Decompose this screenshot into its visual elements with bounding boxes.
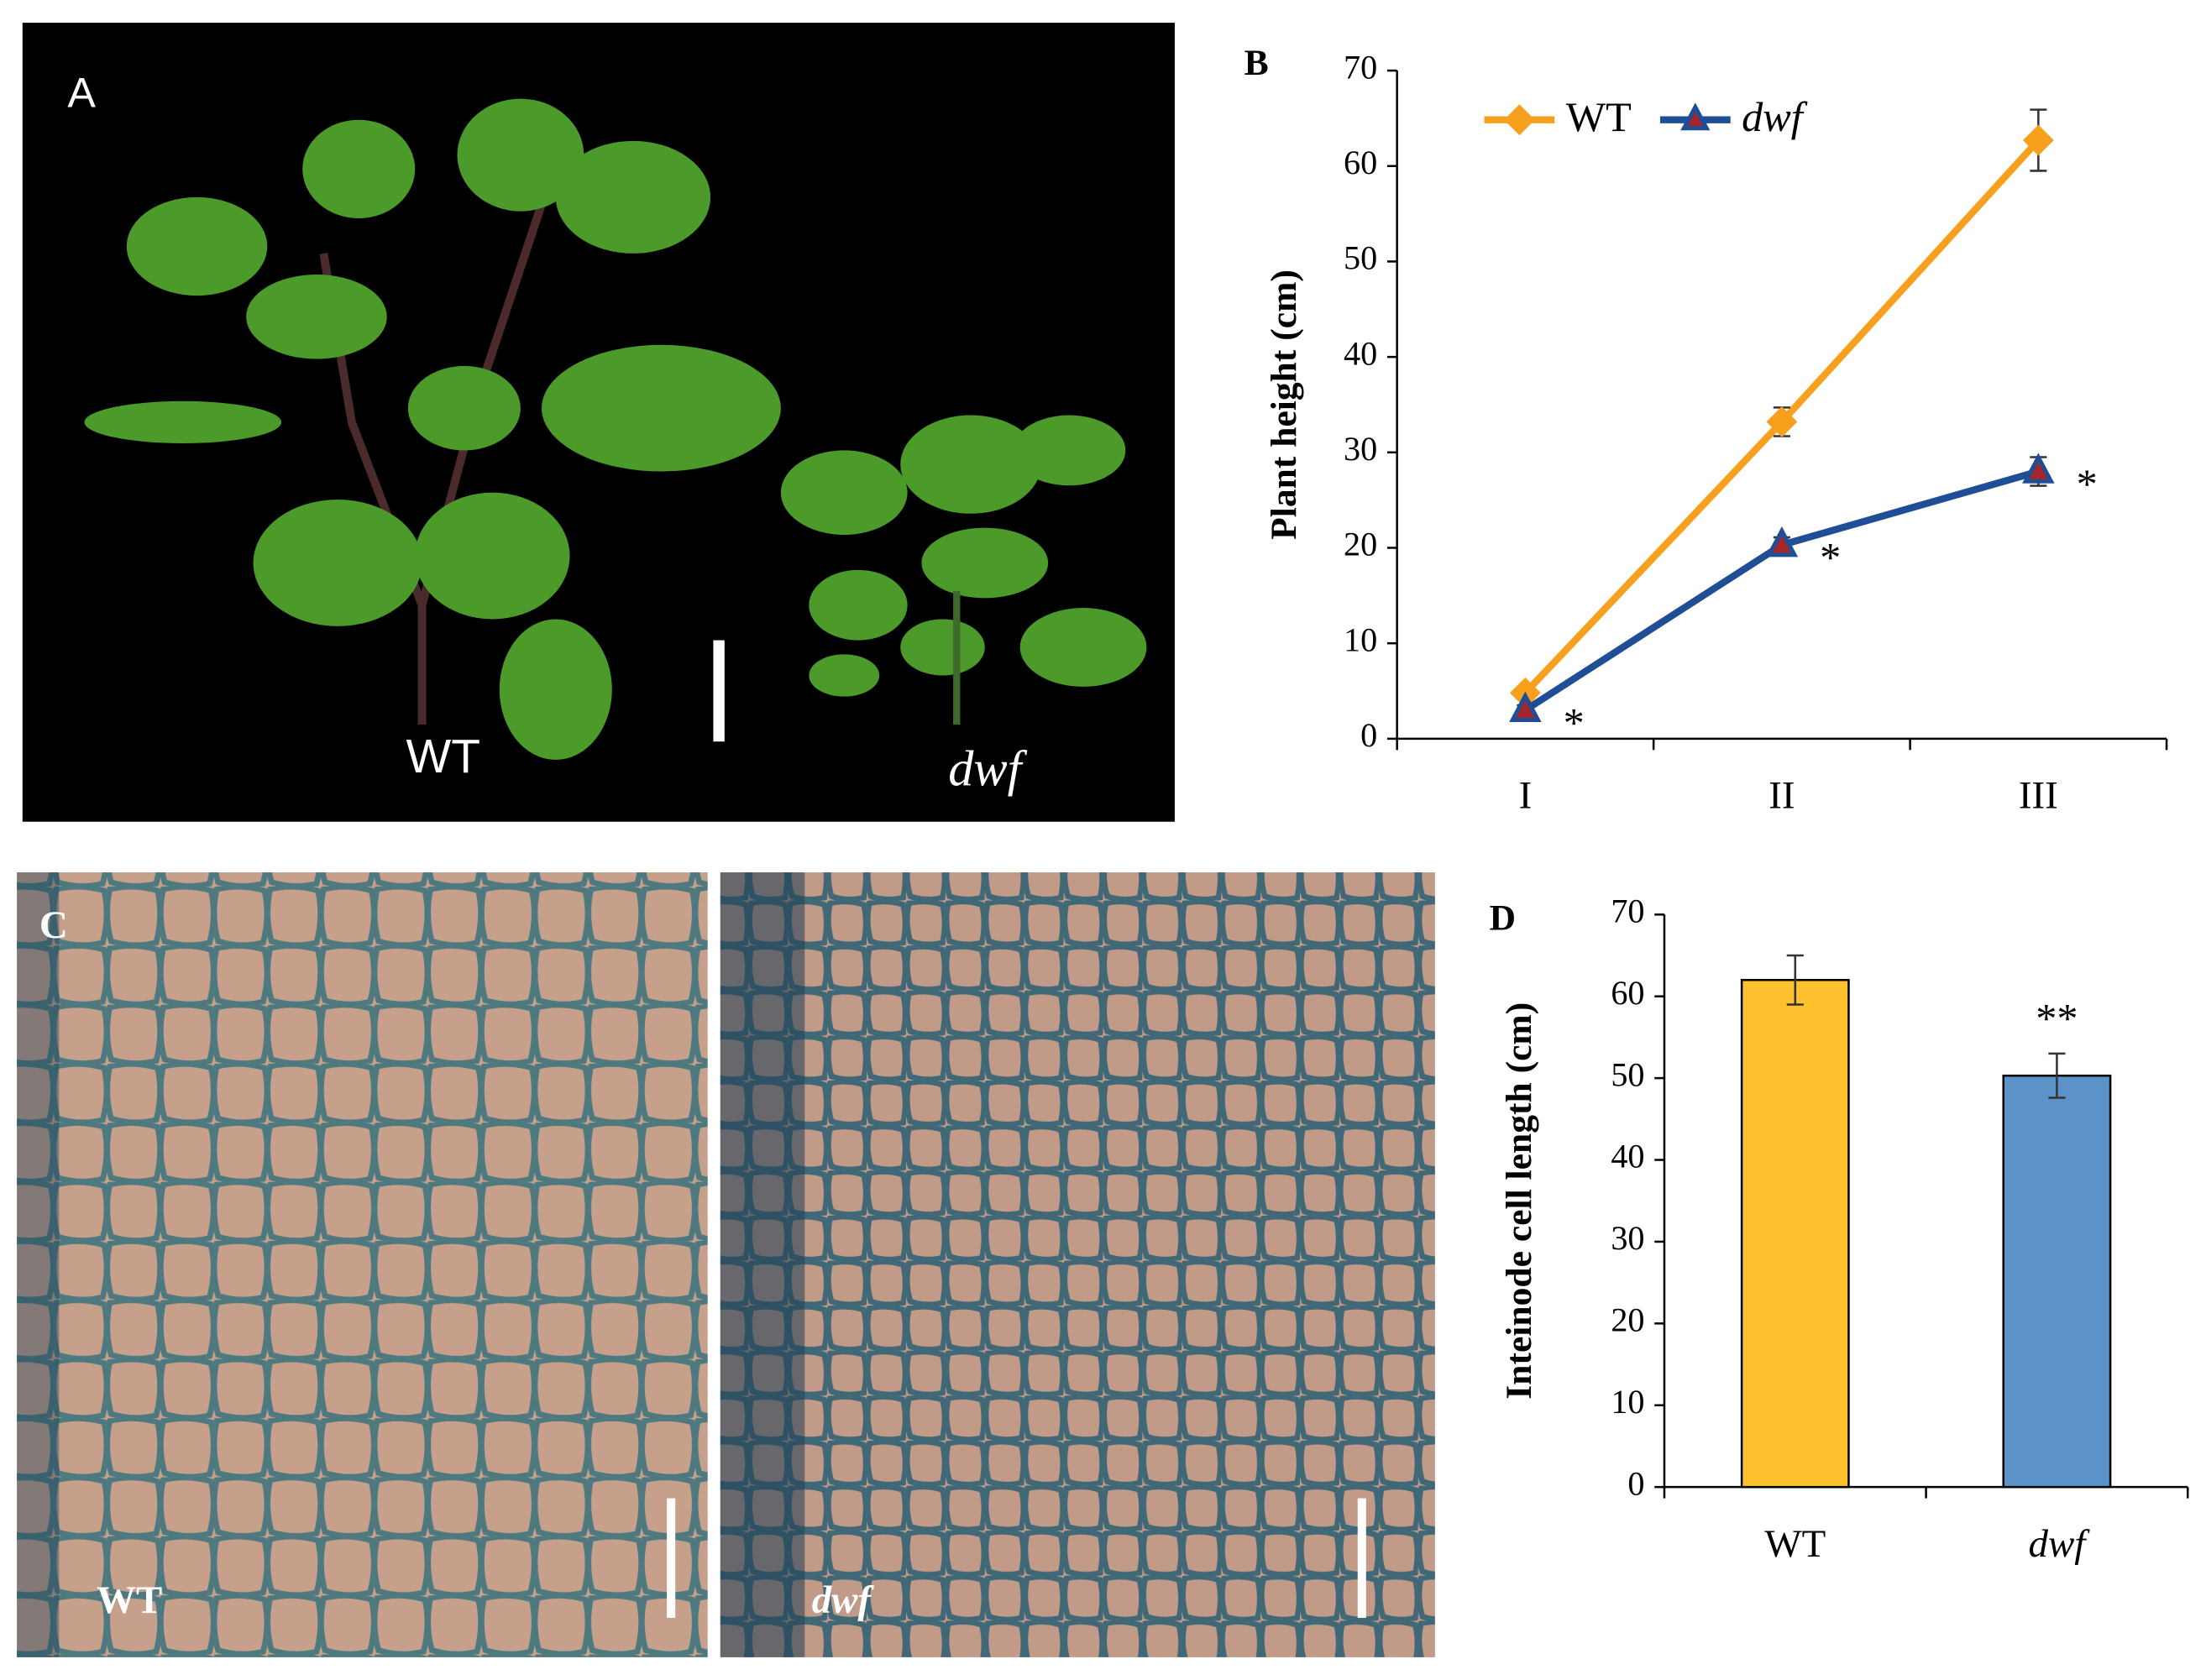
y-axis-title: Plant height (cm) — [1264, 270, 1304, 540]
y-tick-label: 0 — [1627, 1464, 1644, 1502]
panel-label: C — [39, 903, 68, 947]
significance: * — [1820, 534, 1841, 581]
x-tick-label: WT — [1764, 1522, 1826, 1566]
panel-label: A — [67, 70, 96, 117]
y-tick-label: 20 — [1344, 526, 1377, 563]
significance: * — [2077, 460, 2098, 507]
panel-label: B — [1244, 43, 1269, 83]
photo-caption: WT — [97, 1578, 162, 1622]
legend-label: WT — [1566, 93, 1632, 140]
y-tick-label: 10 — [1344, 620, 1377, 658]
photo-caption: dwf — [812, 1578, 875, 1622]
bar — [2002, 1074, 2112, 1489]
y-tick-label: 60 — [1344, 144, 1377, 181]
significance: * — [1564, 699, 1585, 746]
marker — [1765, 526, 1799, 557]
y-tick-label: 50 — [1344, 239, 1377, 277]
x-tick-label: dwf — [2029, 1522, 2091, 1566]
x-tick-label: I — [1519, 774, 1533, 818]
panel-label: D — [1490, 898, 1516, 939]
y-tick-label: 40 — [1611, 1138, 1644, 1175]
x-tick-label: III — [2019, 774, 2058, 818]
y-tick-label: 30 — [1611, 1219, 1644, 1257]
legend-label: dwf — [1742, 93, 1808, 140]
y-tick-label: 70 — [1344, 48, 1377, 86]
photo-caption: dwf — [948, 741, 1027, 798]
y-tick-label: 0 — [1360, 716, 1377, 754]
photo-a — [22, 23, 1175, 822]
y-tick-label: 10 — [1611, 1383, 1644, 1421]
error-bar — [1786, 954, 1804, 1006]
error-bar — [2048, 1052, 2066, 1099]
marker — [1766, 406, 1798, 437]
legend-marker — [1680, 102, 1711, 131]
y-tick-label: 50 — [1611, 1055, 1644, 1093]
photo-c — [17, 872, 1435, 1657]
bar — [1740, 978, 1850, 1489]
y-tick-label: 70 — [1611, 892, 1644, 930]
legend-marker — [1503, 104, 1535, 136]
y-tick-label: 60 — [1611, 974, 1644, 1012]
significance: ** — [2036, 995, 2078, 1042]
error-bar-line — [2048, 1052, 2066, 1099]
y-tick-label: 40 — [1344, 334, 1377, 372]
x-tick-label: II — [1768, 774, 1795, 818]
photo-caption: WT — [406, 730, 480, 783]
y-tick-label: 20 — [1611, 1301, 1644, 1339]
marker — [1509, 691, 1542, 723]
error-bar-line — [1786, 954, 1804, 1006]
y-axis-title: Inteinode cell length (cm) — [1499, 1002, 1539, 1400]
marker — [2022, 453, 2055, 484]
series-line — [1523, 468, 2040, 714]
y-tick-label: 30 — [1344, 430, 1377, 468]
